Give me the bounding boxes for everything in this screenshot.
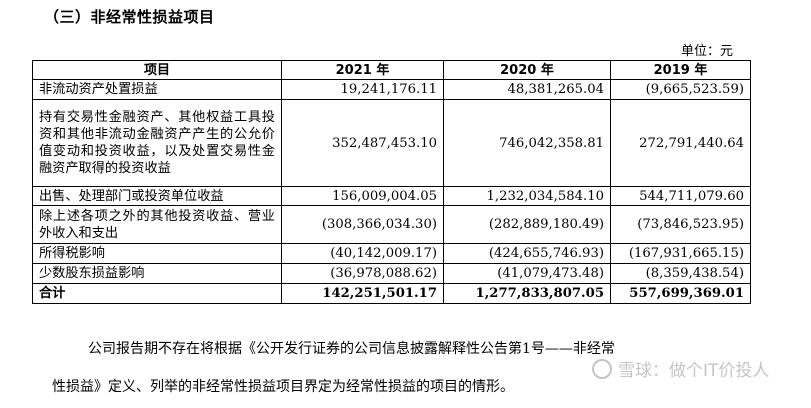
value-2020: (41,079,473.48) (443, 263, 611, 284)
row-item: 持有交易性金融资产、其他权益工具投资和其他非流动金融资产产生的公允价值变动和投资… (32, 99, 282, 187)
unit-label: 单位：元 (680, 44, 733, 59)
non-recurring-items-table: 项目 2021 年 2020 年 2019 年 非流动资产处置损益 19,241… (32, 60, 751, 304)
value-2021: 156,009,004.05 (281, 186, 444, 206)
table-total-row: 合计 142,251,501.17 1,277,833,807.05 557,6… (32, 283, 751, 304)
paragraph-line-1: 公司报告期不存在将根据《公开发行证券的公司信息披露解释性公告第1号——非经常 (88, 341, 615, 357)
table-header-row: 项目 2021 年 2020 年 2019 年 (32, 60, 751, 80)
value-2019: (73,846,523.95) (610, 205, 751, 244)
value-2019: 272,791,440.64 (610, 99, 751, 187)
row-item: 所得税影响 (32, 243, 282, 264)
value-2020: (282,889,180.49) (443, 205, 611, 244)
header-2020: 2020 年 (443, 60, 611, 80)
row-item: 出售、处理部门或投资单位收益 (32, 186, 282, 206)
value-2019: 544,711,079.60 (610, 186, 751, 206)
header-2019: 2019 年 (610, 60, 751, 80)
value-2021: 19,241,176.11 (281, 79, 444, 100)
row-item: 除上述各项之外的其他投资收益、营业外收入和支出 (32, 205, 282, 244)
value-2019: (8,359,438.54) (610, 263, 751, 284)
table-row: 所得税影响 (40,142,009.17) (424,655,746.93) (… (32, 243, 751, 264)
watermark-text: 雪球：做个IT价投人 (618, 361, 770, 381)
table-row: 持有交易性金融资产、其他权益工具投资和其他非流动金融资产产生的公允价值变动和投资… (32, 99, 751, 187)
value-2019: (9,665,523.59) (610, 79, 751, 100)
value-2020: 48,381,265.04 (443, 79, 611, 100)
total-2020: 1,277,833,807.05 (443, 283, 611, 304)
value-2021: 352,487,453.10 (281, 99, 444, 187)
paragraph-line-2: 性损益》定义、列举的非经常性损益项目界定为经常性损益的项目的情形。 (52, 379, 514, 395)
row-item: 少数股东损益影响 (32, 263, 282, 284)
value-2020: 1,232,034,584.10 (443, 186, 611, 206)
value-2021: (40,142,009.17) (281, 243, 444, 264)
total-2019: 557,699,369.01 (610, 283, 751, 304)
value-2020: (424,655,746.93) (443, 243, 611, 264)
header-item: 项目 (32, 60, 282, 80)
table-row: 少数股东损益影响 (36,978,088.62) (41,079,473.48)… (32, 263, 751, 284)
watermark: 雪球：做个IT价投人 (592, 356, 769, 381)
table-row: 除上述各项之外的其他投资收益、营业外收入和支出 (308,366,034.30)… (32, 205, 751, 244)
value-2019: (167,931,665.15) (610, 243, 751, 264)
total-label: 合计 (32, 283, 282, 304)
value-2020: 746,042,358.81 (443, 99, 611, 187)
section-title: （三）非经常性损益项目 (44, 8, 215, 26)
snowball-icon (592, 358, 612, 379)
value-2021: (36,978,088.62) (281, 263, 444, 284)
value-2021: (308,366,034.30) (281, 205, 444, 244)
row-item: 非流动资产处置损益 (32, 79, 282, 100)
header-2021: 2021 年 (281, 60, 444, 80)
table-row: 出售、处理部门或投资单位收益 156,009,004.05 1,232,034,… (32, 186, 751, 206)
table-row: 非流动资产处置损益 19,241,176.11 48,381,265.04 (9… (32, 79, 751, 100)
total-2021: 142,251,501.17 (281, 283, 444, 304)
